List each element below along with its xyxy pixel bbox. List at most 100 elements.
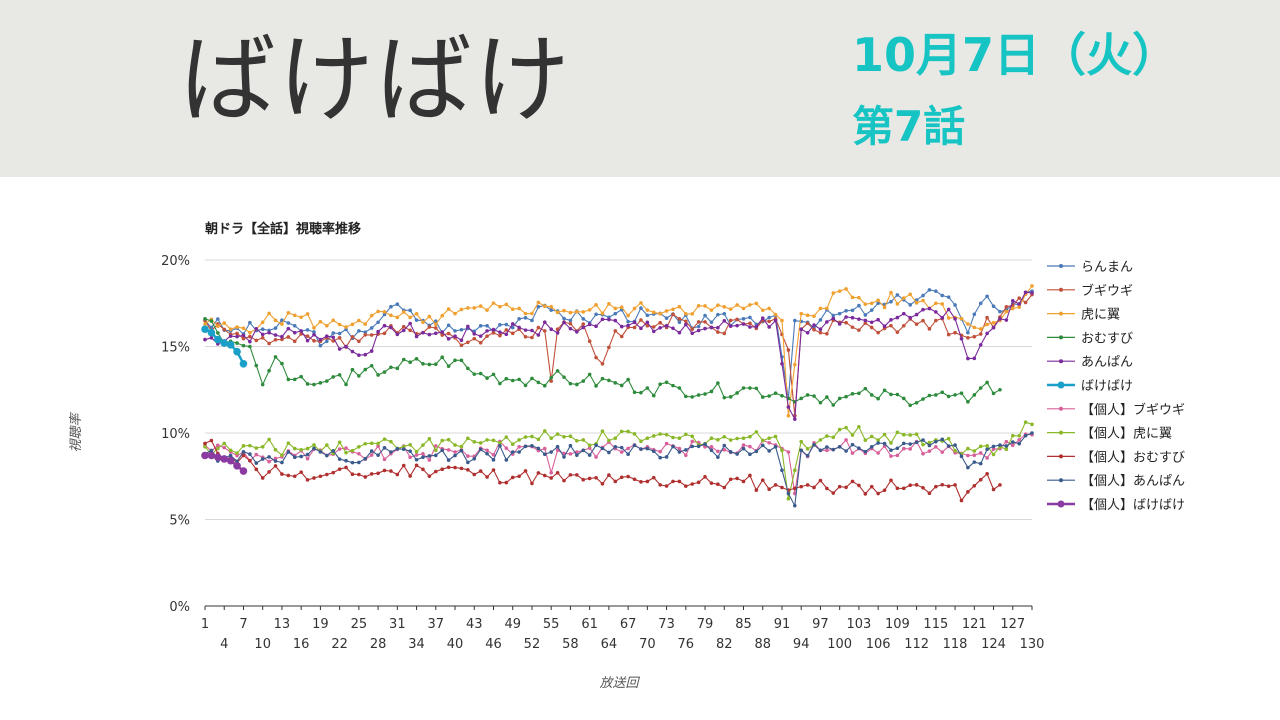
data-point [703,445,707,449]
data-point [831,291,836,295]
data-point [735,476,739,481]
x-tick-label: 25 [351,617,368,632]
data-point [850,315,855,320]
data-point [485,329,489,333]
data-point [433,322,438,327]
data-point [536,325,541,330]
data-point [857,295,861,300]
series-line [204,432,1033,508]
data-point [959,336,964,341]
data-point [786,348,791,352]
data-point [914,440,919,445]
data-point [690,444,695,449]
data-point [414,449,419,454]
data-point [408,455,412,460]
data-point [626,474,630,479]
data-point [478,340,483,345]
data-point [376,444,380,448]
data-point [286,377,291,382]
data-point [805,330,810,335]
data-point [889,441,893,445]
data-point [504,458,509,462]
x-tick-label: 67 [620,617,637,632]
data-point [818,306,823,311]
data-point [927,288,932,292]
data-point [844,425,848,430]
series-6 [201,325,248,368]
data-point [466,340,470,345]
data-point [587,372,592,377]
data-point [985,444,989,448]
data-point [934,439,938,444]
data-point [536,437,541,442]
data-point [536,333,541,337]
data-point [966,446,970,451]
data-point [260,457,265,461]
data-point [568,318,573,323]
data-point [921,485,925,490]
data-point [908,447,912,451]
data-point [600,446,605,451]
data-point [850,433,855,437]
data-point [248,458,252,463]
data-point [908,442,912,446]
data-point [241,336,246,341]
x-axis-label: 放送回 [599,676,640,691]
data-point [357,472,361,477]
data-point [201,325,209,333]
data-point [376,320,380,325]
data-point [389,365,393,370]
data-point [818,318,823,322]
data-point [934,310,938,314]
data-point [946,436,951,441]
data-point [491,331,496,335]
data-point [421,443,425,447]
data-point [408,308,412,313]
data-point [568,443,573,448]
data-point [318,450,323,454]
data-point [690,331,695,336]
data-point [453,443,457,447]
data-point [498,304,502,309]
data-point [510,442,515,447]
data-point [337,440,342,445]
data-point [562,434,566,439]
data-point [869,320,874,325]
data-point [382,468,387,473]
legend-swatch-marker [1059,311,1063,316]
data-point [639,480,643,484]
data-point [446,437,451,442]
data-point [363,330,368,334]
data-point [401,444,406,449]
data-point [292,330,297,335]
data-point [325,443,329,447]
data-point [1004,447,1009,452]
data-point [1030,284,1034,288]
data-point [664,316,669,320]
data-point [235,325,239,329]
data-point [344,465,348,470]
data-point [472,332,477,336]
data-point [940,482,945,487]
legend-label: 虎に翼 [1081,308,1120,323]
data-point [703,304,707,308]
data-point [536,471,541,475]
legend-item: 【個人】虎に翼 [1047,427,1172,442]
data-point [363,322,368,326]
data-point [639,390,643,395]
data-point [844,315,848,319]
data-point [921,438,925,442]
data-point [709,448,714,453]
data-point [344,458,348,463]
data-point [421,362,425,366]
data-point [677,446,682,451]
data-point [863,449,868,454]
series-line [204,289,1033,399]
data-point [280,318,284,322]
data-point [594,324,598,329]
data-point [748,325,752,329]
data-point [267,368,271,373]
data-point [972,483,977,488]
data-point [773,318,778,323]
data-point [927,327,932,331]
